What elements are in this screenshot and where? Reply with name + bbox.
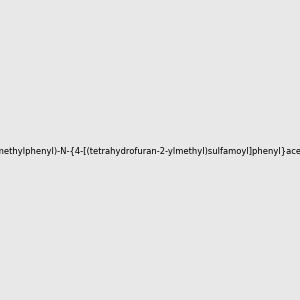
Text: 2-(4-methylphenyl)-N-{4-[(tetrahydrofuran-2-ylmethyl)sulfamoyl]phenyl}acetamide: 2-(4-methylphenyl)-N-{4-[(tetrahydrofura…: [0, 147, 300, 156]
